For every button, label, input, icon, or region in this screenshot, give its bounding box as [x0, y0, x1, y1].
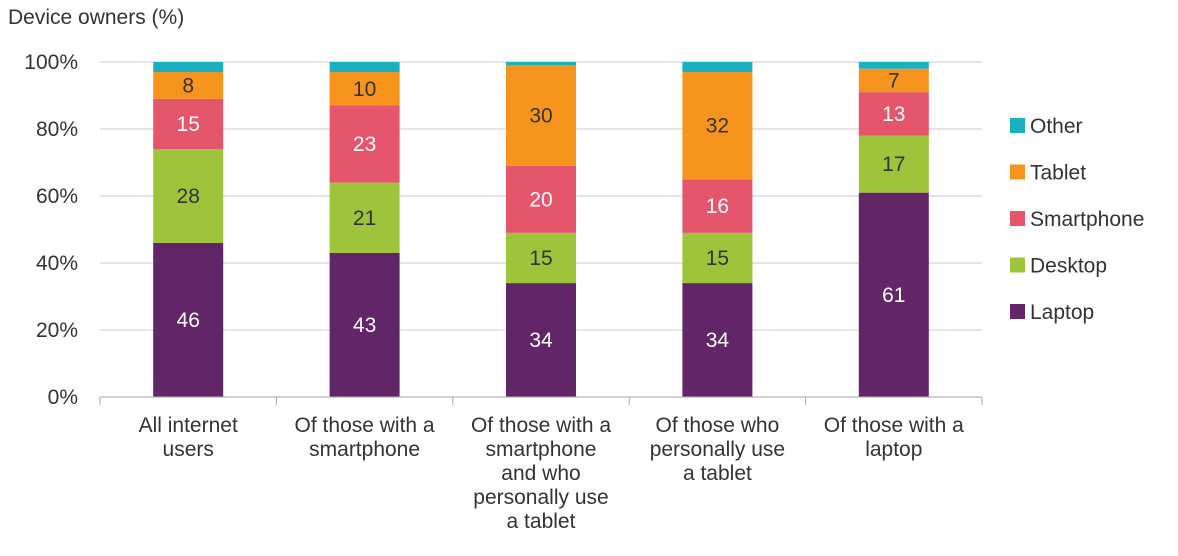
legend-swatch-other	[1010, 118, 1025, 133]
category-label-line: laptop	[865, 438, 922, 461]
data-label: 21	[353, 207, 376, 230]
bar-segment-desktop	[506, 232, 576, 284]
legend-swatch-laptop	[1010, 304, 1025, 319]
data-label: 13	[882, 103, 905, 126]
data-label: 16	[706, 195, 729, 218]
category-label: Of those who personally use a tablet	[650, 414, 785, 485]
legend-label-smartphone: Smartphone	[1030, 208, 1144, 231]
data-label: 32	[706, 115, 729, 138]
bar-segment-desktop	[682, 232, 753, 284]
data-label: 30	[529, 105, 552, 128]
data-label: 17	[882, 153, 905, 176]
category-label-line: personally use	[473, 486, 608, 509]
legend-swatch-tablet	[1010, 164, 1025, 180]
bar-segment-other	[858, 62, 929, 69]
bar-segment-desktop	[153, 149, 224, 243]
legend-swatch-desktop	[1010, 257, 1025, 273]
bar-segment-tablet	[329, 72, 400, 106]
bar-segment-tablet	[682, 72, 753, 180]
category-label: All internet users	[139, 414, 238, 461]
bar-segment-other	[682, 62, 753, 73]
legend: Other Tablet Smartphone Desktop Laptop	[1010, 115, 1144, 324]
y-axis-title: Device owners (%)	[8, 6, 185, 29]
legend-label-tablet: Tablet	[1030, 162, 1086, 185]
bar-segment-smartphone	[153, 98, 224, 150]
data-label: 8	[182, 74, 194, 97]
category-label-line: a tablet	[683, 462, 752, 485]
category-label-line: smartphone	[309, 438, 420, 461]
category-label: Of those with a smartphone and who personal…	[471, 414, 611, 533]
bar-segment-laptop	[329, 252, 400, 397]
category-label-line: smartphone	[486, 438, 597, 461]
category-label-line: and who	[501, 462, 580, 485]
y-tick-label: 0%	[48, 386, 78, 409]
category-label-line: Of those with a	[471, 414, 611, 437]
y-tick-label: 40%	[36, 252, 78, 275]
bar-segment-tablet	[858, 68, 929, 93]
category-label-line: personally use	[650, 438, 785, 461]
category-label: Of those with a laptop	[824, 414, 964, 461]
data-label: 23	[353, 133, 376, 156]
bar-segment-laptop	[153, 242, 224, 397]
bar-segment-tablet	[506, 65, 576, 166]
legend-label-laptop: Laptop	[1030, 301, 1094, 324]
x-axis	[99, 396, 983, 405]
data-label: 15	[177, 113, 200, 136]
bar-segment-smartphone	[858, 92, 929, 136]
category-label-line: users	[163, 438, 214, 461]
bar-segment-laptop	[682, 283, 753, 397]
bar-segment-desktop	[329, 182, 400, 253]
bar-segment-other	[506, 62, 576, 66]
data-label: 20	[529, 188, 552, 211]
category-label-line: Of those with a	[824, 414, 964, 437]
data-label: 15	[706, 247, 729, 270]
data-label: 34	[706, 329, 730, 352]
y-axis-ticks: 0% 20% 40% 60% 80% 100%	[24, 51, 78, 409]
category-label-line: All internet	[139, 414, 238, 437]
data-label: 15	[529, 247, 552, 270]
data-label: 10	[353, 78, 376, 101]
data-label: 28	[177, 185, 200, 208]
bar-segment-smartphone	[506, 165, 576, 233]
category-label-line: Of those with a	[295, 414, 435, 437]
category-label-line: a tablet	[507, 510, 576, 533]
y-tick-label: 100%	[24, 51, 78, 74]
bar-segment-smartphone	[329, 105, 400, 183]
legend-label-other: Other	[1030, 115, 1083, 138]
data-label: 34	[529, 329, 553, 352]
y-tick-label: 60%	[36, 185, 78, 208]
data-label: 61	[882, 284, 905, 307]
data-label: 46	[177, 309, 200, 332]
bar-segment-laptop	[858, 192, 929, 397]
bar-segment-other	[153, 62, 224, 73]
bar-segment-laptop	[506, 283, 576, 397]
legend-swatch-smartphone	[1010, 211, 1025, 226]
y-tick-label: 80%	[36, 118, 78, 141]
bars: 46 28 15 8 43 21 23 10 34 15 20 30 34 15 16 32 61 17 13 7	[153, 62, 929, 397]
legend-label-desktop: Desktop	[1030, 255, 1107, 278]
category-label-line: Of those who	[656, 414, 780, 437]
y-tick-label: 20%	[36, 319, 78, 342]
bar-segment-other	[329, 62, 400, 73]
bar-segment-desktop	[858, 135, 929, 193]
data-label: 7	[888, 69, 900, 92]
data-label: 43	[353, 314, 376, 337]
bar-segment-tablet	[153, 72, 224, 99]
bar-segment-smartphone	[682, 179, 753, 233]
category-label: Of those with a smartphone	[295, 414, 435, 461]
